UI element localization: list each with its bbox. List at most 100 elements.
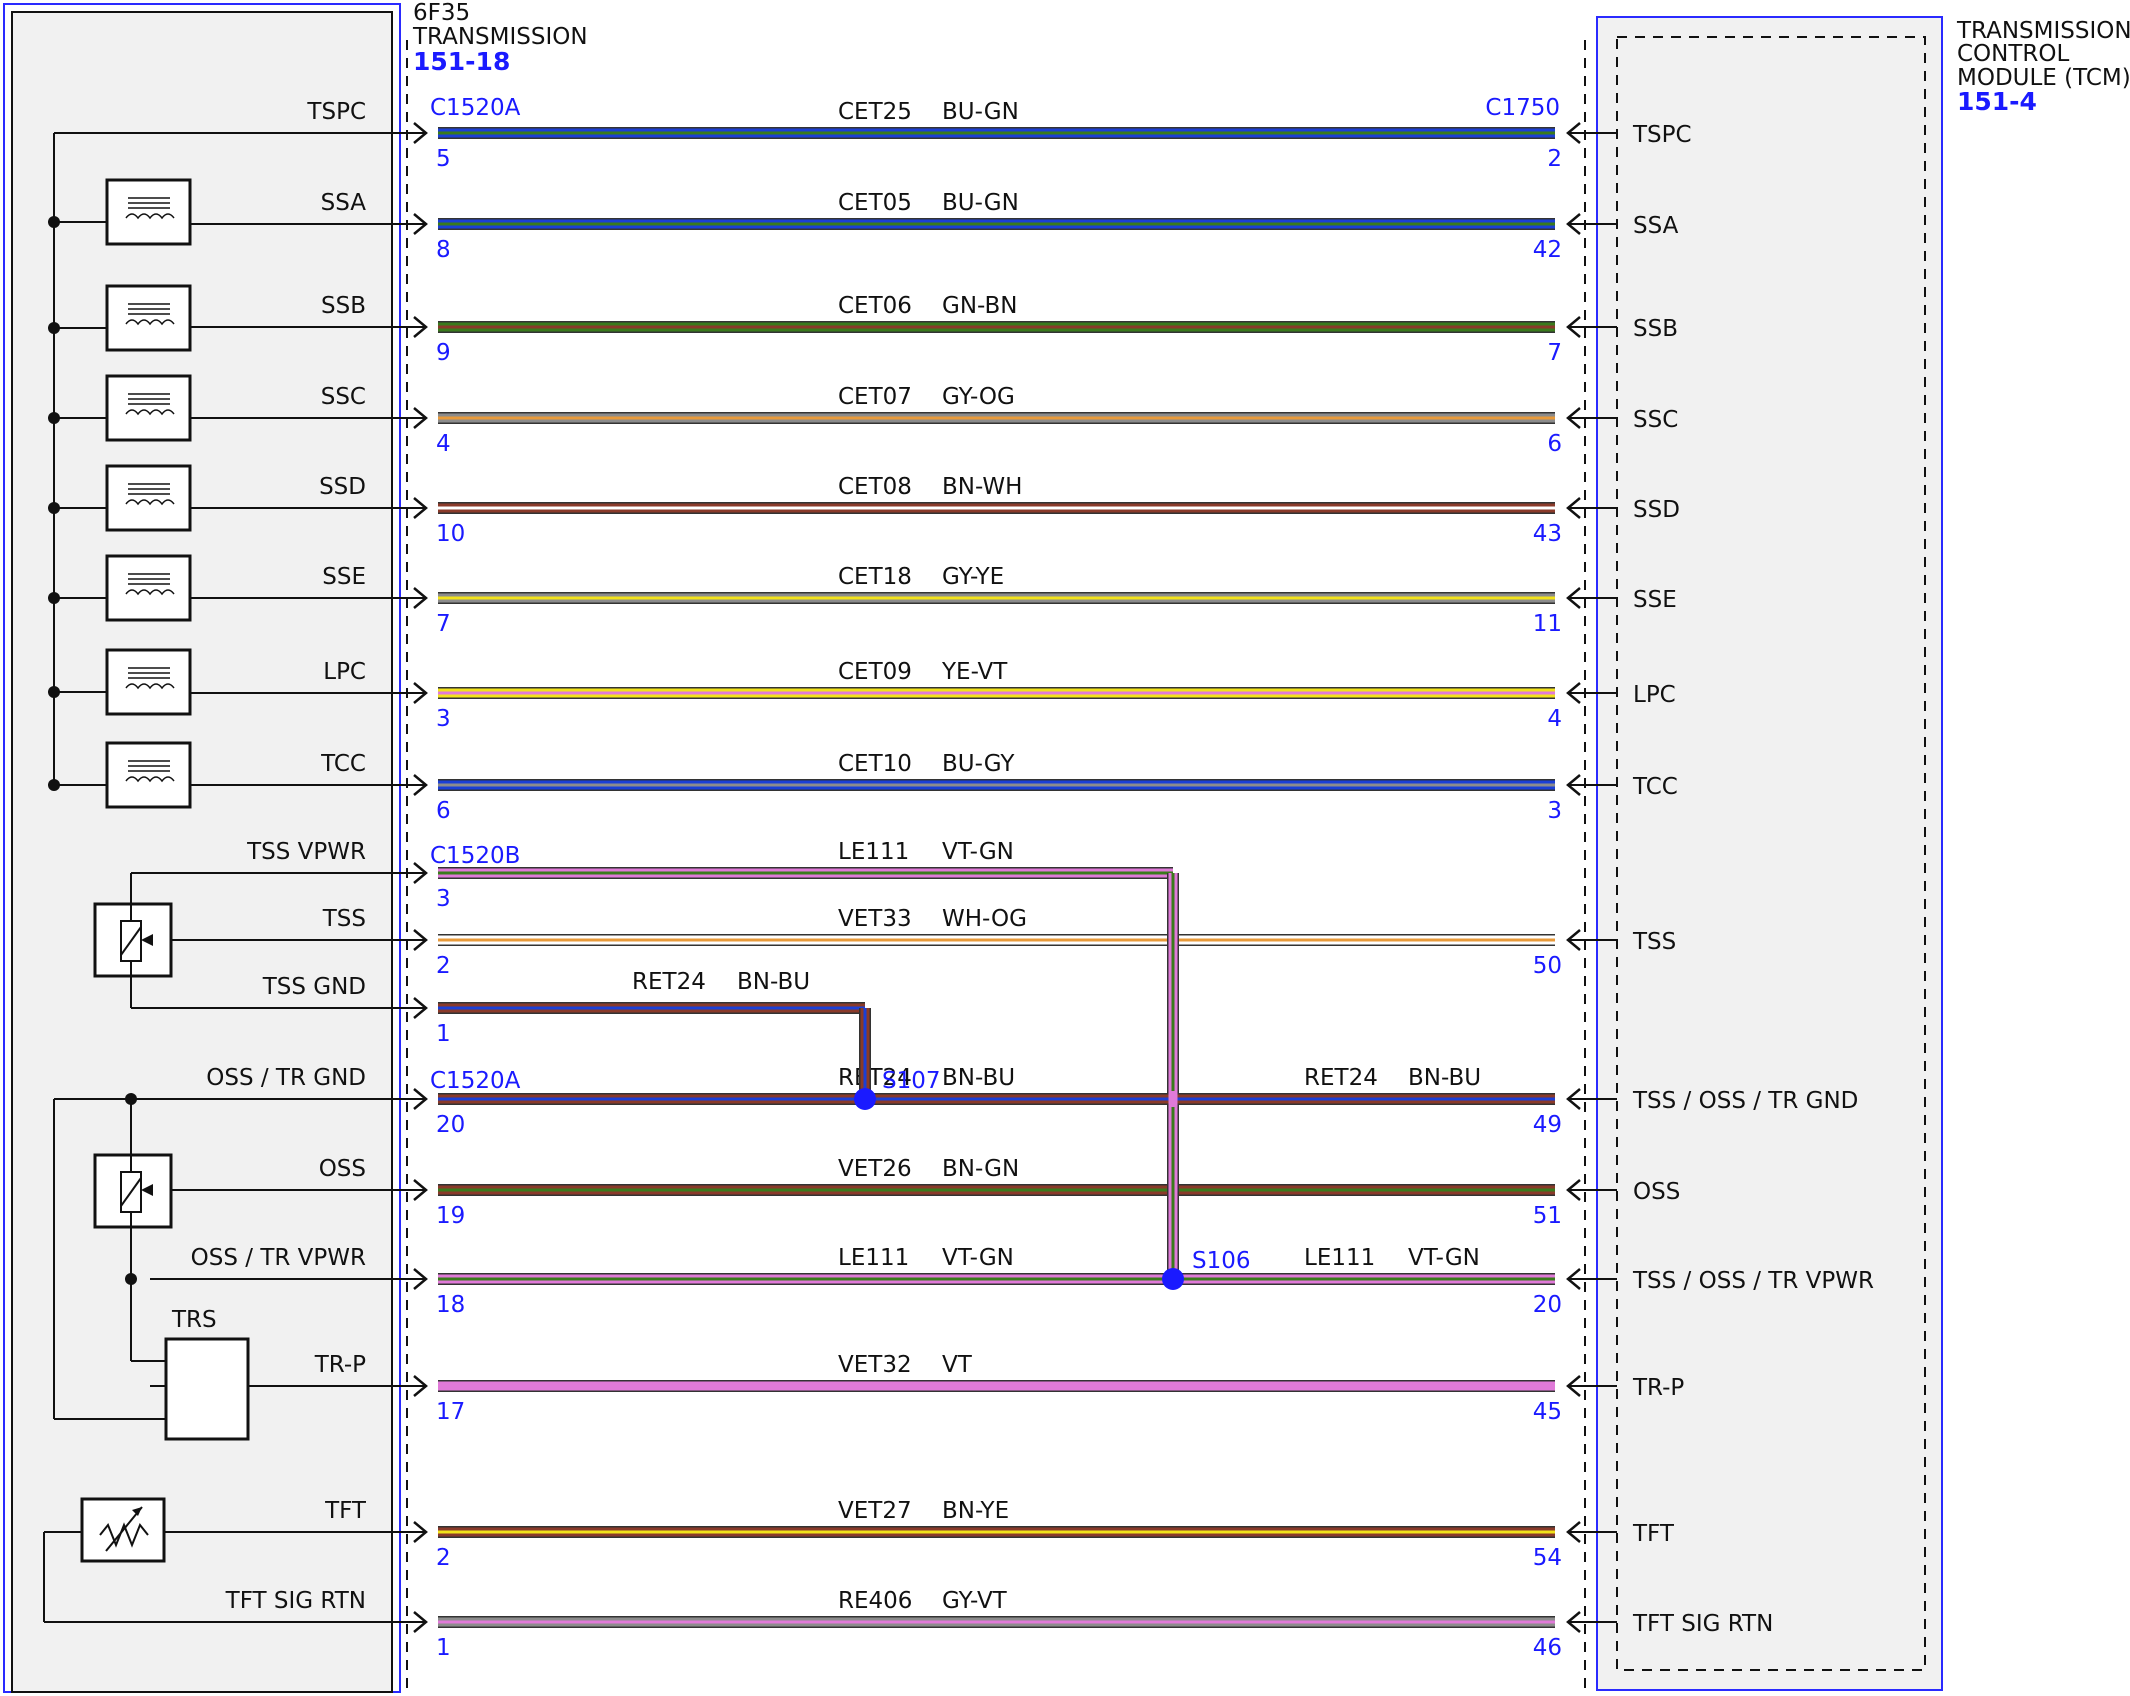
wire-color-2: BN-BU: [1408, 1065, 1481, 1091]
wire-circuit: CET25: [838, 99, 912, 125]
wire-right-pin: 46: [1533, 1635, 1562, 1661]
wire-right-label: TSS: [1632, 929, 1676, 955]
wire-color: GN-BN: [942, 293, 1018, 319]
wire-row: SSC 4 CET07 GY-OG SSC 6: [150, 384, 1678, 457]
wire-row: TSPC 5 CET25 BU-GN TSPC 2: [150, 99, 1692, 172]
splice-s106-dot: [1162, 1268, 1184, 1290]
wire-left-pin: 5: [436, 146, 451, 172]
solenoid-icon: [48, 741, 192, 809]
wire-color: GY-OG: [942, 384, 1015, 410]
wire-row: SSD 10 CET08 BN-WH SSD 43: [150, 474, 1680, 547]
wire-right-pin: 7: [1547, 340, 1562, 366]
junction-dot: [48, 322, 60, 334]
wire-right-label: SSB: [1633, 316, 1678, 342]
wire-right-pin: 11: [1533, 611, 1562, 637]
wire-circuit: CET18: [838, 564, 912, 590]
wire-color: GY-VT: [942, 1588, 1008, 1614]
wire-right-label: SSC: [1633, 407, 1678, 433]
tcm-dashed-body: [1616, 36, 1926, 1671]
switch-icon: [131, 1337, 300, 1441]
wire-row: TSS GND 1 RET24 BN-BU: [150, 969, 810, 1047]
wire-right-label: TSPC: [1632, 122, 1692, 148]
thermistor-icon: [43, 1497, 200, 1623]
junction-dot: [48, 502, 60, 514]
junction-dot: [48, 779, 60, 791]
wire-row: TFT SIG RTN 1 RE406 GY-VT TFT SIG RTN 46: [150, 1588, 1773, 1661]
wire-left-pin: 10: [436, 521, 465, 547]
wire-left-label: SSB: [321, 293, 366, 319]
wire-color: BN-BU: [942, 1065, 1015, 1091]
wire-right-pin: 20: [1533, 1292, 1562, 1318]
wire-right-label: TR-P: [1632, 1375, 1684, 1401]
wire-color: BN-GN: [942, 1156, 1019, 1182]
wire-circuit-2: LE111: [1304, 1245, 1375, 1271]
wire-left-pin: 18: [436, 1292, 465, 1318]
wire-color: GY-YE: [942, 564, 1004, 590]
wire-row: TR-P 17 VET32 VT TR-P 45: [150, 1352, 1684, 1425]
wire-right-label: TCC: [1632, 774, 1678, 800]
wire-right-pin: 3: [1547, 798, 1562, 824]
tcm-outline: [1596, 16, 1943, 1691]
wire-color: BU-GY: [942, 751, 1015, 777]
wire-left-pin: 20: [436, 1112, 465, 1138]
wire-right-label: TSS / OSS / TR GND: [1632, 1088, 1858, 1114]
wire-circuit: CET06: [838, 293, 912, 319]
wire-row: TCC 6 CET10 BU-GY TCC 3: [150, 751, 1678, 824]
wire-row: SSB 9 CET06 GN-BN SSB 7: [150, 293, 1678, 366]
wire-row: LPC 3 CET09 YE-VT LPC 4: [150, 659, 1676, 732]
wire-right-label: SSE: [1633, 587, 1677, 613]
wire-right-pin: 54: [1533, 1545, 1562, 1571]
wire-right-pin: 43: [1533, 521, 1562, 547]
wire-color: BU-GN: [942, 190, 1019, 216]
wire-left-pin: 19: [436, 1203, 465, 1229]
wire-row: SSE 7 CET18 GY-YE SSE 11: [150, 564, 1677, 637]
wire-color: VT-GN: [942, 1245, 1014, 1271]
wire-circuit: VET26: [838, 1156, 912, 1182]
wire-right-label: OSS: [1633, 1179, 1680, 1205]
solenoid-icon: [48, 648, 192, 716]
wire-left-pin: 7: [436, 611, 451, 637]
wire-circuit: CET10: [838, 751, 912, 777]
wire-left-pin: 2: [436, 1545, 451, 1571]
solenoid-icon: [48, 284, 192, 352]
wire-left-pin: 1: [436, 1021, 451, 1047]
junction-dot: [48, 686, 60, 698]
left-component-ref: 151-18: [413, 47, 510, 76]
tcm-name: TRANSMISSION: [1956, 18, 2130, 44]
wire-left-label: SSE: [322, 564, 366, 590]
wire-left-label: TFT: [324, 1498, 367, 1524]
wire-color: BN-YE: [942, 1498, 1009, 1524]
solenoid-icon: [48, 554, 192, 622]
wire-color: BU-GN: [942, 99, 1019, 125]
tcm-ref: 151-4: [1957, 87, 2037, 116]
wire-circuit: RET24: [632, 969, 706, 995]
wire-row: OSS 19 VET26 BN-GN OSS 51: [150, 1156, 1680, 1229]
wire-circuit: LE111: [838, 839, 909, 865]
wire-left-label: SSA: [321, 190, 367, 216]
wire-left-pin: 1: [436, 1635, 451, 1661]
wire-left-pin: 6: [436, 798, 451, 824]
junction-dot: [48, 592, 60, 604]
connector-c1520a: C1520A: [430, 95, 521, 121]
wire-color: VT-GN: [942, 839, 1014, 865]
wire-circuit: VET32: [838, 1352, 912, 1378]
wire-right-label: TFT: [1632, 1521, 1675, 1547]
wire-right-pin: 2: [1547, 146, 1562, 172]
left-component-name: 6F35: [413, 0, 470, 26]
wire-left-pin: 3: [436, 886, 451, 912]
wire-right-pin: 4: [1547, 706, 1562, 732]
solenoid-icon: [48, 178, 192, 246]
wire-left-label: OSS / TR VPWR: [191, 1245, 366, 1271]
wire-left-pin: 17: [436, 1399, 465, 1425]
wire-left-label: LPC: [323, 659, 366, 685]
wire-color: BN-WH: [942, 474, 1022, 500]
wire-left-pin: 8: [436, 237, 451, 263]
wire-left-label: TCC: [320, 751, 366, 777]
junction-dot: [48, 412, 60, 424]
wire-right-label: TSS / OSS / TR VPWR: [1632, 1268, 1874, 1294]
wire-right-label: TFT SIG RTN: [1632, 1611, 1773, 1637]
wire-left-pin: 4: [436, 431, 451, 457]
wire-left-label: TFT SIG RTN: [225, 1588, 366, 1614]
wire-row: TSS VPWR 3 LE111 VT-GN: [150, 839, 1014, 912]
